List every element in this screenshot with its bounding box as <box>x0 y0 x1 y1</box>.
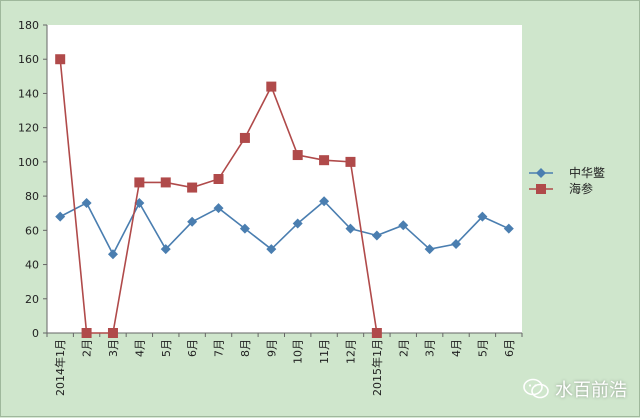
x-tick-label: 6月 <box>503 339 516 357</box>
x-tick-label: 6月 <box>186 339 199 357</box>
x-tick-label: 2014年1月 <box>53 339 67 396</box>
legend-label: 海参 <box>569 181 593 196</box>
data-point <box>107 249 118 260</box>
x-tick-label: 10月 <box>292 339 305 364</box>
data-point <box>371 328 382 338</box>
plot-area <box>47 25 522 333</box>
y-tick-label: 60 <box>25 224 39 237</box>
data-point <box>134 177 145 188</box>
series-2 <box>55 54 382 338</box>
data-point <box>81 197 92 208</box>
data-point <box>424 244 435 255</box>
data-point <box>266 244 277 255</box>
y-tick-label: 0 <box>32 327 39 340</box>
data-point <box>160 177 171 188</box>
legend-item: 中华鳖 <box>529 165 605 180</box>
x-tick-label: 3月 <box>424 339 437 357</box>
data-point <box>239 223 250 234</box>
x-tick-label: 5月 <box>160 339 173 357</box>
y-tick-label: 40 <box>25 259 39 272</box>
x-tick-label: 2015年1月 <box>370 339 384 396</box>
data-point <box>266 81 277 92</box>
data-point <box>187 216 198 227</box>
x-axis: 2014年1月 2月 3月 4月 5月 6月 7月 8月 9月 10月 11月 12月 2015年1月 2… <box>46 332 523 396</box>
data-point <box>319 155 330 166</box>
watermark: 水百前浩 <box>523 376 627 402</box>
series-layer <box>55 54 514 338</box>
y-axis: 0 20 40 60 80 100 120 140 160 180 <box>18 19 48 340</box>
data-point <box>477 211 488 222</box>
data-point <box>345 223 356 234</box>
x-tick-label: 4月 <box>450 339 463 357</box>
data-point <box>55 211 66 222</box>
x-tick-label: 2月 <box>397 339 410 357</box>
data-point <box>398 220 409 231</box>
data-point <box>292 218 303 229</box>
x-tick-label: 8月 <box>239 339 252 357</box>
y-tick-label: 160 <box>18 53 39 66</box>
x-tick-label: 7月 <box>213 339 226 357</box>
x-tick-label: 5月 <box>476 339 489 357</box>
wechat-icon <box>523 378 549 399</box>
data-point <box>160 244 171 255</box>
data-point <box>213 174 224 184</box>
y-tick-label: 100 <box>18 156 39 169</box>
x-tick-label: 9月 <box>265 339 278 357</box>
data-point <box>503 223 514 234</box>
data-point <box>187 182 198 193</box>
x-tick-label: 3月 <box>107 339 120 357</box>
y-tick-label: 180 <box>18 19 39 32</box>
x-tick-label: 12月 <box>344 339 357 364</box>
y-tick-label: 80 <box>25 190 39 203</box>
data-point <box>55 54 66 65</box>
legend-item: 海参 <box>529 181 593 196</box>
y-tick-label: 20 <box>25 293 39 306</box>
y-tick-label: 120 <box>18 122 39 135</box>
data-point <box>536 184 546 194</box>
x-tick-label: 4月 <box>133 339 146 357</box>
data-point <box>213 203 224 214</box>
data-point <box>451 239 462 250</box>
data-point <box>345 156 356 167</box>
data-point <box>536 168 546 178</box>
data-point <box>371 230 382 241</box>
data-point <box>107 328 118 338</box>
data-point <box>239 132 250 143</box>
watermark-text: 水百前浩 <box>555 380 627 401</box>
y-tick-label: 140 <box>18 87 39 100</box>
data-point <box>319 196 330 207</box>
x-tick-label: 2月 <box>81 339 94 357</box>
legend-label: 中华鳖 <box>569 165 605 180</box>
data-point <box>292 150 303 161</box>
x-tick-label: 11月 <box>318 339 331 364</box>
data-point <box>81 328 92 338</box>
